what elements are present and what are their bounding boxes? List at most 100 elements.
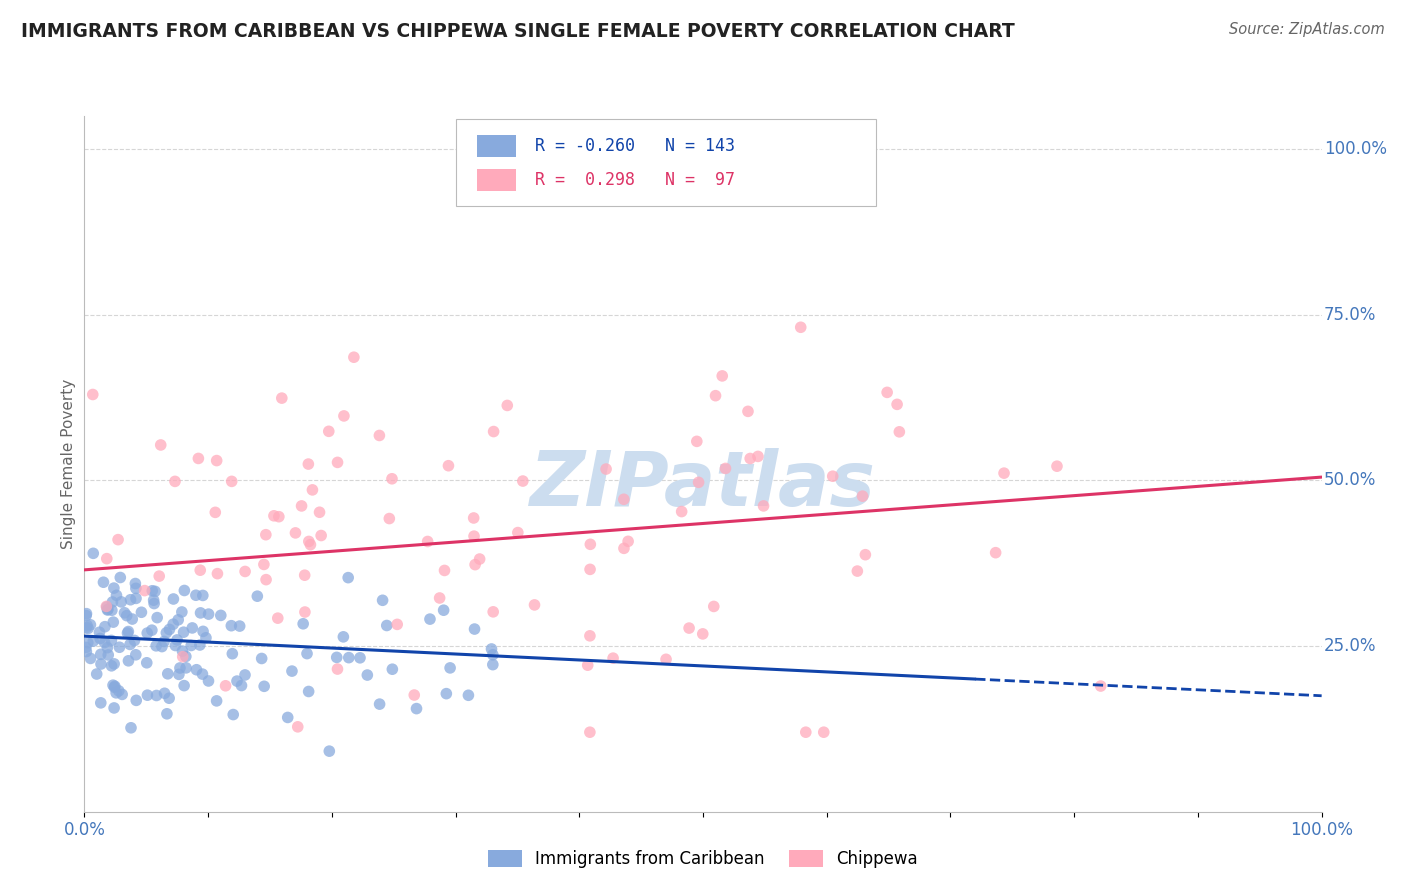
Point [111, 687, 134, 701]
Point [173, 679, 195, 693]
Point [876, 385, 898, 400]
Point [290, 499, 312, 513]
Point [371, 593, 394, 607]
Point [191, 667, 214, 681]
Point [617, 534, 640, 549]
Point [103, 581, 125, 595]
Point [794, 725, 817, 739]
Point [613, 541, 636, 556]
Point [188, 563, 211, 577]
Point [75, 640, 97, 655]
Point [368, 428, 391, 442]
Point [326, 662, 349, 676]
Point [79, 617, 101, 632]
Point [387, 617, 409, 632]
Point [253, 558, 276, 572]
Y-axis label: Single Female Poverty: Single Female Poverty [60, 379, 76, 549]
Point [100, 658, 122, 673]
Point [464, 622, 486, 636]
Point [190, 606, 212, 620]
Point [250, 651, 273, 665]
Point [125, 693, 148, 707]
Point [146, 610, 169, 624]
Point [82, 634, 104, 648]
Point [434, 687, 457, 701]
Point [93, 575, 115, 590]
Point [576, 658, 599, 673]
Point [153, 634, 176, 648]
Point [145, 639, 167, 653]
Point [419, 612, 441, 626]
Point [246, 589, 269, 603]
Point [86, 667, 108, 681]
Point [263, 508, 285, 523]
Point [301, 483, 323, 497]
Point [100, 633, 122, 648]
Point [439, 661, 461, 675]
Point [886, 397, 908, 411]
Point [131, 605, 153, 619]
Point [254, 527, 277, 541]
Point [125, 648, 148, 662]
Point [496, 399, 519, 413]
Point [75, 608, 97, 623]
Point [267, 509, 290, 524]
Point [155, 625, 177, 640]
Point [579, 629, 602, 643]
Text: R =  0.298   N =  97: R = 0.298 N = 97 [534, 171, 735, 189]
Point [463, 511, 485, 525]
Point [270, 391, 292, 405]
Point [163, 475, 186, 489]
Point [613, 492, 636, 507]
Point [205, 694, 228, 708]
Point [298, 684, 321, 698]
Point [97, 602, 120, 616]
Point [96, 603, 118, 617]
Point [595, 462, 617, 476]
Point [309, 528, 332, 542]
Point [671, 505, 693, 519]
Point [124, 633, 146, 648]
Text: 50.0%: 50.0% [1324, 471, 1376, 490]
Point [170, 605, 193, 619]
Point [96, 600, 118, 615]
Point [298, 534, 321, 549]
Point [76, 636, 98, 650]
Point [686, 434, 709, 449]
Point [284, 525, 307, 540]
Point [135, 656, 157, 670]
Point [337, 650, 360, 665]
Point [207, 566, 229, 581]
Point [121, 612, 143, 626]
Point [481, 642, 503, 657]
Point [506, 525, 529, 540]
Point [214, 679, 236, 693]
Point [96, 551, 118, 566]
Point [134, 583, 156, 598]
Point [107, 684, 129, 698]
Point [181, 621, 204, 635]
Point [482, 648, 505, 662]
Point [678, 621, 700, 635]
Point [579, 562, 602, 576]
Point [437, 458, 460, 473]
Point [79, 651, 101, 665]
Text: 100.0%: 100.0% [1324, 140, 1388, 158]
Point [813, 725, 835, 739]
Point [156, 666, 179, 681]
Point [655, 652, 678, 666]
Point [104, 679, 127, 693]
Point [381, 662, 404, 676]
Point [143, 597, 166, 611]
Point [325, 650, 347, 665]
Point [120, 592, 142, 607]
Point [167, 613, 190, 627]
Point [233, 565, 256, 579]
Text: 25.0%: 25.0% [1324, 637, 1376, 655]
Point [120, 721, 142, 735]
Point [253, 679, 276, 693]
Point [231, 679, 253, 693]
Point [107, 533, 129, 547]
Point [159, 623, 181, 637]
Point [464, 558, 486, 572]
